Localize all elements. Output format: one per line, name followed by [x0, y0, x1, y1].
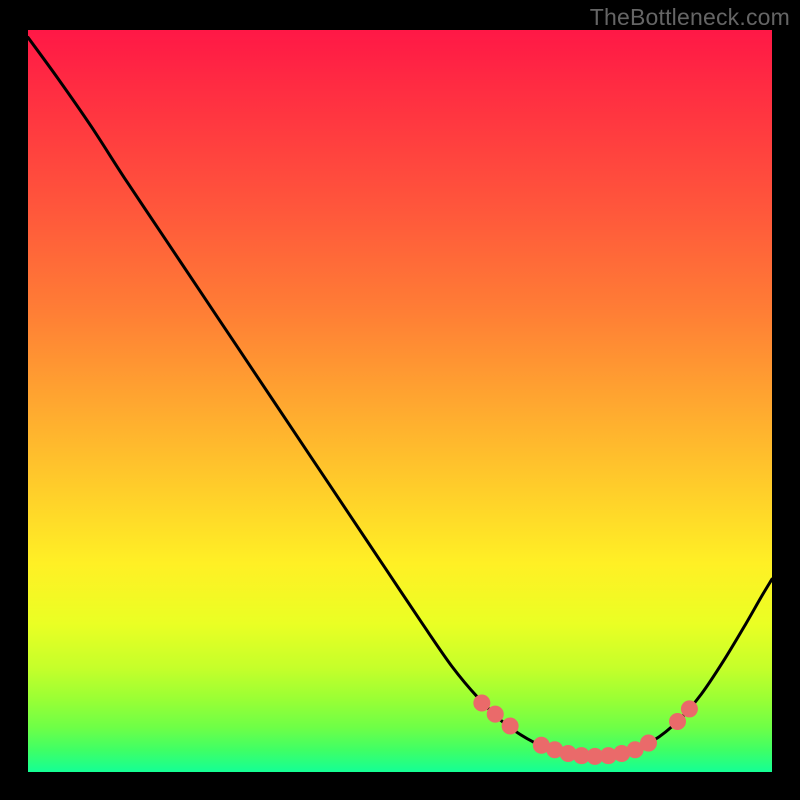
watermark-text: TheBottleneck.com — [590, 4, 790, 31]
curve-marker-dot — [502, 718, 518, 734]
curve-marker-dot — [641, 735, 657, 751]
curve-marker-dot — [474, 695, 490, 711]
curve-marker-dot — [670, 714, 686, 730]
curve-marker-dot — [487, 706, 503, 722]
curve-marker-dot — [681, 701, 697, 717]
chart-background-gradient — [28, 30, 772, 772]
bottleneck-curve-chart — [0, 0, 800, 800]
